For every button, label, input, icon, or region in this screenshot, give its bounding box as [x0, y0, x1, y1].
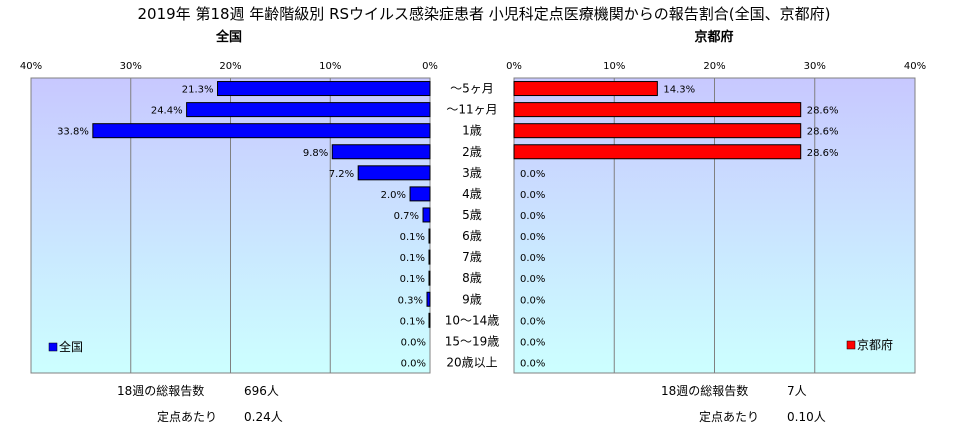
- chart-title: 2019年 第18週 年齢階級別 RSウイルス感染症患者 小児科定点医療機関から…: [138, 5, 831, 23]
- left-data-label: 0.0%: [401, 337, 426, 348]
- right-total-value: 7人: [787, 384, 807, 398]
- right-x-tick-label: 0%: [506, 61, 522, 72]
- left-data-label: 7.2%: [329, 169, 354, 180]
- right-legend-swatch: [846, 340, 856, 350]
- left-data-label: 0.1%: [400, 253, 425, 264]
- left-per-label: 定点あたり: [157, 409, 217, 424]
- left-bar: [428, 249, 431, 265]
- left-data-label: 9.8%: [303, 148, 328, 159]
- right-bar: [513, 81, 658, 97]
- right-bar: [513, 102, 802, 118]
- left-panel-title: 全国: [215, 29, 242, 45]
- category-label: 2歳: [462, 145, 482, 159]
- left-data-label: 2.0%: [381, 190, 406, 201]
- left-legend-swatch: [48, 342, 58, 352]
- category-label: 9歳: [462, 292, 482, 306]
- left-bar: [92, 123, 431, 139]
- right-data-label: 14.3%: [663, 85, 695, 96]
- right-data-label: 0.0%: [520, 169, 545, 180]
- category-label: 8歳: [462, 271, 482, 285]
- category-label: 1歳: [462, 124, 482, 138]
- right-data-label: 0.0%: [520, 274, 545, 285]
- left-total-label: 18週の総報告数: [117, 383, 204, 398]
- right-data-label: 28.6%: [807, 106, 839, 117]
- category-label: 6歳: [462, 229, 482, 243]
- right-data-label: 0.0%: [520, 232, 545, 243]
- right-total-label: 18週の総報告数: [661, 383, 748, 398]
- left-bar: [428, 228, 431, 244]
- left-bar: [428, 312, 431, 328]
- left-data-label: 0.7%: [394, 211, 419, 222]
- left-data-label: 0.1%: [400, 316, 425, 327]
- right-data-label: 0.0%: [520, 253, 545, 264]
- left-x-tick-label: 10%: [319, 61, 341, 72]
- left-x-tick-label: 30%: [120, 61, 142, 72]
- right-per-value: 0.10人: [787, 410, 826, 424]
- category-label: 4歳: [462, 187, 482, 201]
- category-label: 15～19歳: [445, 334, 500, 348]
- left-data-label: 24.4%: [151, 106, 183, 117]
- right-data-label: 0.0%: [520, 358, 545, 369]
- right-bar: [513, 144, 802, 160]
- left-legend-label: 全国: [59, 339, 83, 354]
- right-x-tick-label: 10%: [603, 61, 625, 72]
- left-bar: [217, 81, 431, 97]
- right-data-label: 0.0%: [520, 295, 545, 306]
- left-bar: [409, 186, 431, 202]
- right-data-label: 0.0%: [520, 211, 545, 222]
- category-label: 5歳: [462, 208, 482, 222]
- category-label: 20歳以上: [446, 355, 497, 369]
- right-data-label: 0.0%: [520, 337, 545, 348]
- left-bar: [426, 291, 431, 307]
- category-label: 7歳: [462, 250, 482, 264]
- category-label: 3歳: [462, 166, 482, 180]
- left-data-label: 0.1%: [400, 274, 425, 285]
- right-data-label: 28.6%: [807, 127, 839, 138]
- left-data-label: 0.3%: [398, 295, 423, 306]
- category-label: ～11ヶ月: [446, 103, 497, 117]
- left-per-value: 0.24人: [244, 410, 283, 424]
- right-x-tick-label: 30%: [804, 61, 826, 72]
- left-bar: [428, 270, 431, 286]
- left-bar: [422, 207, 431, 223]
- right-x-tick-label: 20%: [703, 61, 725, 72]
- right-per-label: 定点あたり: [699, 409, 759, 424]
- left-x-tick-label: 40%: [20, 61, 42, 72]
- right-bar: [513, 123, 802, 139]
- left-x-tick-label: 0%: [422, 61, 438, 72]
- left-data-label: 21.3%: [182, 85, 214, 96]
- category-label: ～5ヶ月: [450, 82, 494, 96]
- left-data-label: 33.8%: [57, 127, 89, 138]
- right-data-label: 0.0%: [520, 316, 545, 327]
- right-data-label: 0.0%: [520, 190, 545, 201]
- right-data-label: 28.6%: [807, 148, 839, 159]
- left-bar: [186, 102, 431, 118]
- left-data-label: 0.1%: [400, 232, 425, 243]
- left-data-label: 0.0%: [401, 358, 426, 369]
- left-x-tick-label: 20%: [219, 61, 241, 72]
- category-label: 10～14歳: [445, 313, 500, 327]
- left-bar: [331, 144, 431, 160]
- left-bar: [357, 165, 431, 181]
- right-panel-title: 京都府: [694, 29, 733, 45]
- right-legend-label: 京都府: [857, 337, 893, 352]
- left-total-value: 696人: [244, 384, 279, 398]
- right-x-tick-label: 40%: [904, 61, 926, 72]
